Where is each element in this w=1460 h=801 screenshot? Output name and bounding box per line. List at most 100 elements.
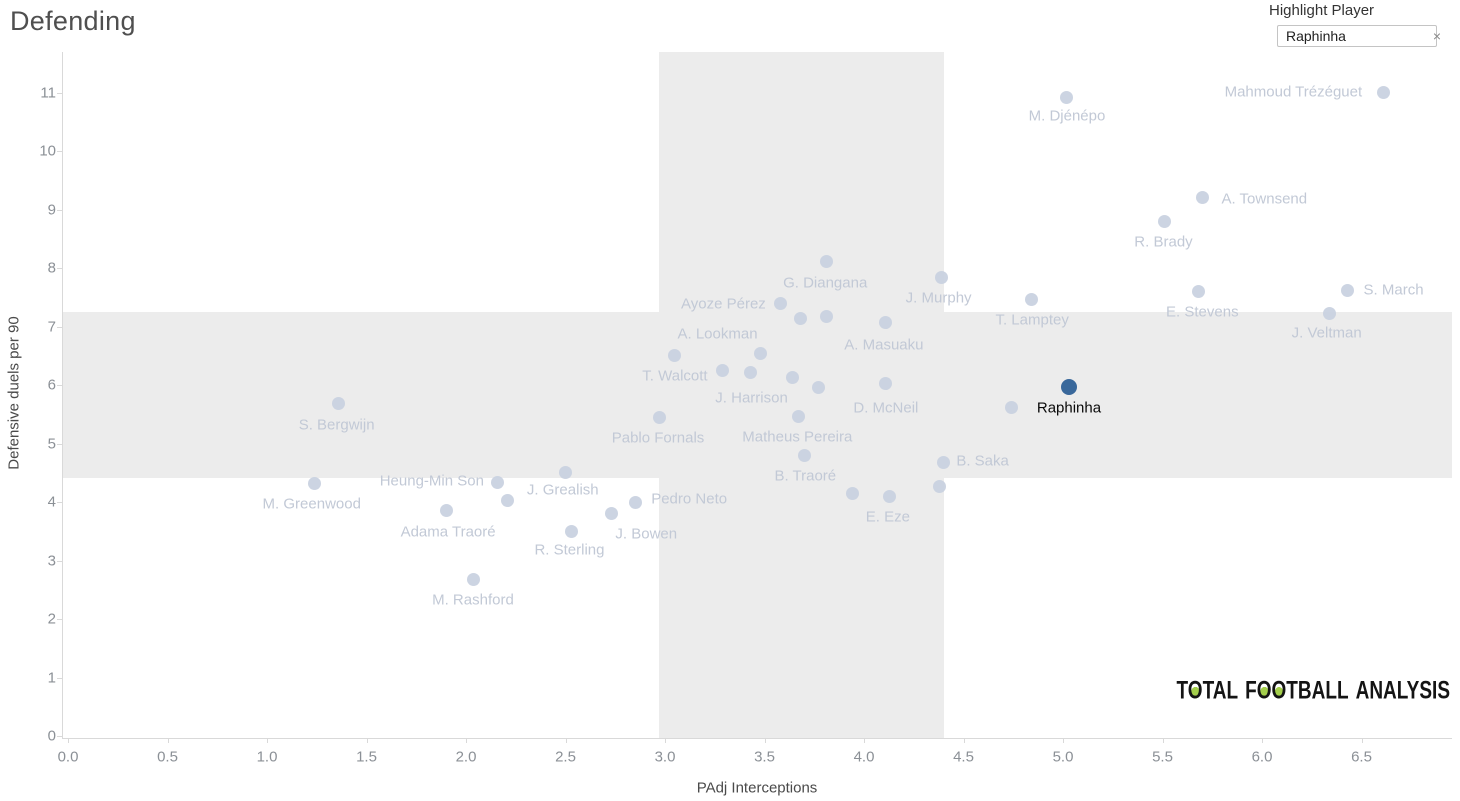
data-point[interactable] (744, 366, 758, 380)
x-tick-label: 6.5 (1351, 748, 1372, 766)
data-point[interactable] (1191, 285, 1205, 299)
y-tick-mark (57, 443, 62, 445)
data-point[interactable] (845, 486, 859, 500)
data-point[interactable] (467, 573, 481, 587)
x-tick-label: 0.0 (57, 748, 79, 766)
x-tick-mark (963, 738, 965, 743)
highlight-player-input[interactable] (1277, 25, 1437, 47)
y-tick-mark (57, 92, 62, 94)
data-point-highlighted[interactable] (1060, 378, 1077, 395)
data-point[interactable] (935, 271, 949, 285)
y-tick-mark (57, 209, 62, 211)
data-point-label: S. Bergwijn (298, 416, 375, 434)
x-tick-label: 1.5 (356, 748, 377, 766)
football-o-glyph: O (1187, 677, 1203, 705)
x-tick-label: 1.0 (256, 748, 278, 766)
data-point-label: Pablo Fornals (611, 429, 705, 447)
data-point[interactable] (819, 310, 833, 324)
data-point-label: R. Brady (1134, 233, 1193, 251)
data-point[interactable] (879, 377, 893, 391)
y-tick-mark (57, 385, 62, 386)
data-point[interactable] (1195, 191, 1209, 205)
data-point[interactable] (1323, 306, 1337, 320)
data-point-label: Adama Traoré (400, 523, 496, 541)
x-tick-mark (1262, 738, 1263, 743)
x-tick-mark (366, 738, 368, 743)
data-point[interactable] (668, 348, 682, 362)
horizontal-quartile-band (62, 311, 1452, 478)
logo-letter: N (1369, 677, 1384, 705)
logo-letter: L (1226, 677, 1239, 705)
data-point[interactable] (439, 504, 453, 518)
data-point[interactable] (791, 409, 805, 423)
data-point-label: M. Djénépo (1028, 107, 1106, 125)
data-point[interactable] (491, 475, 505, 489)
y-tick-mark (57, 560, 62, 562)
data-point[interactable] (1341, 283, 1355, 297)
data-point[interactable] (1157, 215, 1171, 229)
y-tick-label: 5 (47, 435, 56, 452)
data-point[interactable] (793, 312, 807, 326)
y-tick-mark (57, 677, 62, 679)
x-tick-label: 6.0 (1251, 748, 1273, 766)
data-point[interactable] (1376, 86, 1390, 99)
data-point[interactable] (883, 490, 897, 504)
highlight-player-box: × (1277, 25, 1447, 47)
data-point[interactable] (879, 316, 893, 330)
y-tick-mark (57, 326, 62, 328)
data-point[interactable] (811, 381, 825, 395)
data-point[interactable] (797, 449, 811, 463)
data-point[interactable] (819, 255, 833, 269)
y-tick-label: 3 (47, 552, 56, 569)
data-point[interactable] (308, 476, 322, 490)
data-point[interactable] (652, 410, 666, 424)
data-point-label: J. Murphy (905, 289, 972, 307)
data-point[interactable] (716, 364, 730, 378)
data-point[interactable] (604, 506, 618, 520)
data-point-label: D. McNeil (853, 399, 919, 417)
logo-letter: L (1396, 677, 1407, 705)
x-axis-line (62, 738, 1452, 739)
y-tick-mark (57, 502, 62, 503)
data-point[interactable] (559, 465, 572, 479)
logo-letter: L (1336, 677, 1349, 705)
data-point[interactable] (1004, 401, 1018, 415)
x-tick-mark (1063, 738, 1064, 743)
y-tick-mark (57, 151, 62, 152)
data-point-label: S. March (1363, 281, 1424, 299)
logo-letter: A (1212, 677, 1227, 705)
y-tick-label: 6 (47, 376, 56, 394)
data-point-label: B. Traoré (774, 467, 837, 485)
data-point[interactable] (1060, 90, 1074, 104)
y-tick-label: 8 (47, 259, 56, 277)
y-axis-title: Defensive duels per 90 (5, 316, 23, 470)
logo-letter: I (1432, 677, 1438, 705)
data-point[interactable] (501, 493, 515, 507)
data-point[interactable] (564, 524, 578, 538)
data-point-label: M. Greenwood (262, 495, 361, 513)
y-tick-label: 1 (47, 669, 56, 686)
y-tick-label: 11 (40, 84, 56, 101)
x-axis-title: PAdj Interceptions (696, 779, 818, 797)
x-tick-label: 2.0 (455, 748, 477, 766)
x-tick-label: 5.5 (1152, 748, 1173, 766)
x-tick-mark (267, 738, 268, 743)
y-axis-line (62, 52, 63, 738)
clear-icon[interactable]: × (1432, 28, 1441, 44)
data-point[interactable] (773, 297, 787, 311)
highlight-player-control: Highlight Player × (1269, 2, 1447, 47)
logo-letter: S (1437, 677, 1450, 705)
data-point[interactable] (628, 495, 642, 509)
x-tick-mark (665, 738, 666, 743)
data-point[interactable] (332, 397, 346, 411)
x-tick-label: 0.5 (157, 748, 178, 766)
data-point[interactable] (933, 479, 947, 493)
data-point[interactable] (937, 455, 951, 469)
data-point[interactable] (754, 347, 768, 361)
x-tick-mark (1361, 738, 1363, 743)
data-point[interactable] (1024, 292, 1038, 306)
data-point-label: A. Masuaku (844, 336, 924, 354)
data-point-label: G. Diangana (783, 274, 868, 292)
data-point[interactable] (785, 371, 799, 385)
